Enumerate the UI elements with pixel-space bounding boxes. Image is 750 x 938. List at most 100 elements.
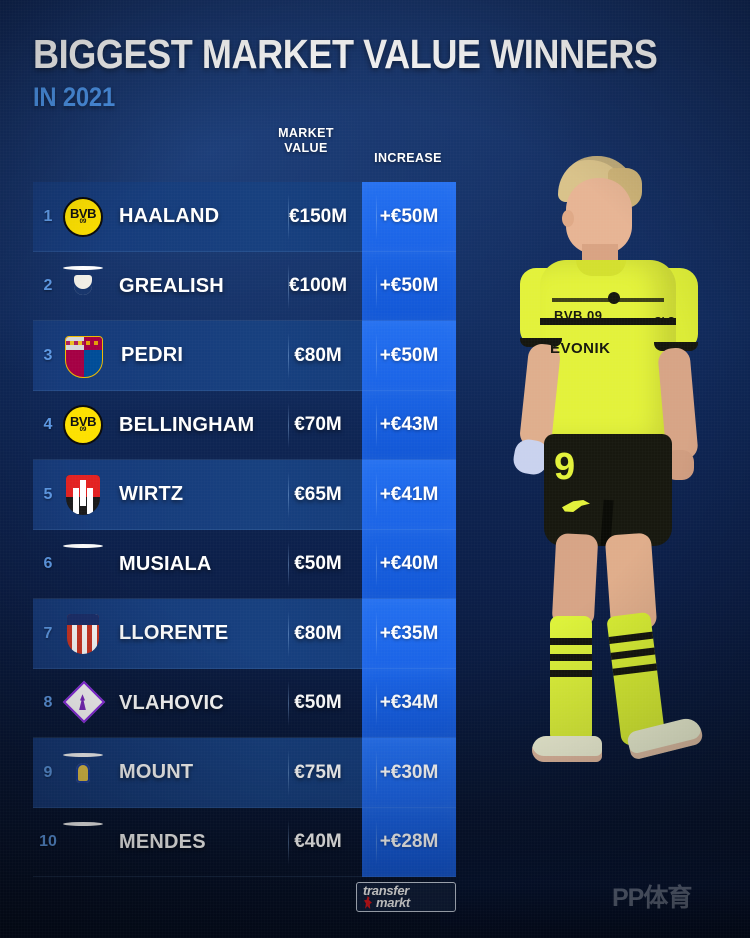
market-value: €40M bbox=[294, 831, 342, 853]
market-value: €80M bbox=[294, 622, 342, 644]
rank-number: 6 bbox=[43, 555, 53, 573]
page-subtitle: IN 2021 bbox=[33, 82, 115, 112]
rank-number: 8 bbox=[43, 694, 53, 712]
player-name: GREALISH bbox=[119, 274, 224, 297]
player-cuff-right bbox=[654, 342, 698, 351]
increase-value: +€28M bbox=[362, 807, 456, 877]
player-cuff-left bbox=[520, 338, 562, 347]
increase-value: +€50M bbox=[362, 251, 456, 321]
increase-value: +€30M bbox=[362, 738, 456, 808]
leverkusen-crest-icon bbox=[63, 474, 103, 515]
man-city-crest-icon bbox=[63, 266, 103, 306]
rank-number: 4 bbox=[43, 416, 53, 434]
column-header-increase: INCREASE bbox=[374, 151, 442, 165]
player-name: VLAHOVIC bbox=[119, 691, 224, 714]
market-value: €100M bbox=[288, 275, 348, 297]
pitch-ground bbox=[440, 818, 750, 938]
player-name: MENDES bbox=[119, 830, 206, 853]
bvb-crest-icon: BVB 09 bbox=[63, 196, 103, 237]
column-divider bbox=[376, 541, 377, 587]
market-value: €65M bbox=[294, 483, 342, 505]
column-divider bbox=[288, 611, 289, 657]
shorts-number: 9 bbox=[554, 446, 576, 488]
column-header-market-value: MARKET VALUE bbox=[265, 126, 347, 156]
table-row[interactable]: 9 MOUNT €75M +€30M bbox=[33, 738, 456, 808]
transfermarkt-logo-line2: markt bbox=[376, 895, 410, 910]
table-row[interactable]: 1 BVB 09 HAALAND €150M +€50M bbox=[33, 182, 456, 252]
increase-value: +€40M bbox=[362, 529, 456, 599]
table-row[interactable]: 5 WIRTZ €65M +€41M bbox=[33, 460, 456, 530]
column-divider bbox=[376, 402, 377, 448]
rank-number: 1 bbox=[43, 207, 53, 225]
player-jersey-stripe bbox=[540, 318, 676, 325]
rank-number: 7 bbox=[43, 624, 53, 642]
table-row[interactable]: 3 PEDRI €80M +€50M bbox=[33, 321, 456, 391]
jersey-sleeve-sponsor-text: GLS bbox=[654, 316, 675, 327]
player-name: LLORENTE bbox=[119, 622, 229, 645]
table-row[interactable]: 4 BVB 09 BELLINGHAM €70M +€43M bbox=[33, 390, 456, 460]
column-divider bbox=[376, 194, 377, 240]
column-divider bbox=[288, 750, 289, 796]
player-boot-left bbox=[532, 736, 602, 762]
column-divider bbox=[288, 333, 289, 379]
increase-value: +€43M bbox=[362, 390, 456, 460]
increase-value: +€35M bbox=[362, 599, 456, 669]
bayern-crest-icon bbox=[63, 544, 103, 584]
atletico-crest-icon bbox=[63, 613, 103, 654]
column-divider bbox=[288, 402, 289, 448]
market-value: €150M bbox=[288, 205, 348, 227]
column-divider bbox=[288, 541, 289, 587]
fiorentina-crest-icon bbox=[63, 683, 103, 723]
column-divider bbox=[376, 263, 377, 309]
jersey-club-logo-icon bbox=[608, 292, 620, 304]
column-header-market-value-line2: VALUE bbox=[284, 141, 328, 155]
increase-value: +€50M bbox=[362, 182, 456, 252]
transfermarkt-figure-icon bbox=[364, 896, 372, 909]
player-name: MUSIALA bbox=[119, 552, 212, 575]
table-row[interactable]: 2 GREALISH €100M +€50M bbox=[33, 251, 456, 321]
player-ear bbox=[562, 210, 574, 227]
player-name: PEDRI bbox=[121, 344, 184, 367]
ranking-table: 1 BVB 09 HAALAND €150M +€50M 2 GREALISH €… bbox=[33, 182, 456, 877]
increase-value: +€34M bbox=[362, 668, 456, 738]
page-title: BIGGEST MARKET VALUE WINNERS bbox=[33, 31, 658, 77]
market-value: €50M bbox=[294, 553, 342, 575]
column-divider bbox=[288, 819, 289, 865]
transfermarkt-logo-line1: transfer bbox=[363, 883, 410, 898]
player-sock-left bbox=[550, 616, 592, 744]
rank-number: 2 bbox=[43, 277, 53, 295]
rank-number: 5 bbox=[43, 485, 53, 503]
player-jersey-collar bbox=[576, 260, 626, 276]
table-row[interactable]: 8 VLAHOVIC €50M +€34M bbox=[33, 668, 456, 738]
player-jersey bbox=[540, 260, 676, 442]
rank-number: 9 bbox=[43, 763, 53, 781]
market-value: €70M bbox=[294, 414, 342, 436]
chelsea-crest-icon bbox=[63, 752, 103, 793]
pp-sports-watermark: PP体育 bbox=[612, 884, 692, 912]
column-divider bbox=[288, 472, 289, 518]
column-divider bbox=[288, 680, 289, 726]
barcelona-crest-icon bbox=[63, 335, 105, 378]
column-divider bbox=[288, 194, 289, 240]
transfermarkt-logo[interactable]: transfer markt bbox=[356, 882, 456, 912]
column-header-market-value-line1: MARKET bbox=[278, 126, 334, 140]
column-headers: MARKET VALUE INCREASE bbox=[0, 126, 750, 172]
header: BIGGEST MARKET VALUE WINNERS IN 2021 bbox=[33, 32, 743, 112]
column-divider bbox=[376, 750, 377, 796]
psg-crest-icon bbox=[63, 822, 103, 862]
increase-value: +€50M bbox=[362, 321, 456, 391]
player-name: BELLINGHAM bbox=[119, 413, 255, 436]
market-value: €80M bbox=[294, 344, 342, 366]
rank-number: 10 bbox=[39, 833, 57, 851]
table-row[interactable]: 6 MUSIALA €50M +€40M bbox=[33, 529, 456, 599]
player-name: HAALAND bbox=[119, 205, 220, 228]
jersey-sponsor-text: EVONIK bbox=[550, 340, 611, 357]
column-divider bbox=[288, 263, 289, 309]
table-row[interactable]: 10 MENDES €40M +€28M bbox=[33, 807, 456, 877]
player-thigh-left bbox=[551, 532, 599, 628]
player-name: WIRTZ bbox=[119, 483, 184, 506]
market-value: €75M bbox=[294, 761, 342, 783]
market-value: €50M bbox=[294, 692, 342, 714]
table-row[interactable]: 7 LLORENTE €80M +€35M bbox=[33, 599, 456, 669]
